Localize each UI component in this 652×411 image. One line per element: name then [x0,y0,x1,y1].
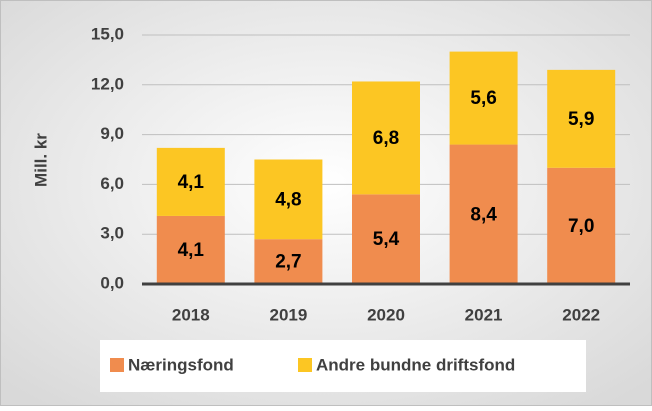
bar-segment [449,51,518,145]
data-label: 4,1 [178,172,205,193]
data-label: 7,0 [568,216,594,237]
legend-box [100,340,586,392]
data-label: 4,1 [178,240,205,261]
data-label: 5,4 [373,229,400,250]
bar-segment [449,144,518,284]
bar-segment [156,147,225,216]
legend-label: Næringsfond [128,355,234,374]
y-tick-label: 6,0 [100,174,124,193]
data-label: 4,8 [275,189,301,210]
legend-swatch [298,358,312,372]
data-label: 6,8 [373,128,399,149]
data-label: 5,9 [568,109,594,130]
bar-segment [156,215,225,284]
bar-segment [547,167,616,284]
y-tick-label: 9,0 [100,124,124,143]
legend-label: Andre bundne driftsfond [316,355,515,374]
x-tick-label: 2018 [172,305,210,324]
bar-segment [254,239,323,284]
bar-segment [547,69,616,168]
data-label: 5,6 [470,88,496,109]
x-tick-label: 2019 [269,305,307,324]
y-axis-label: Mill. kr [31,133,50,187]
data-label: 2,7 [275,252,301,273]
x-tick-label: 2020 [367,305,405,324]
bar-segment [352,81,420,195]
x-tick-label: 2021 [465,305,503,324]
bar-segment [254,159,323,240]
y-tick-label: 0,0 [100,273,124,292]
legend-swatch [110,358,124,372]
data-label: 8,4 [470,204,497,225]
y-tick-label: 15,0 [91,24,124,43]
x-tick-label: 2022 [562,305,600,324]
bar-segment [352,194,420,284]
y-tick-label: 12,0 [91,74,124,93]
y-tick-label: 3,0 [100,224,124,243]
